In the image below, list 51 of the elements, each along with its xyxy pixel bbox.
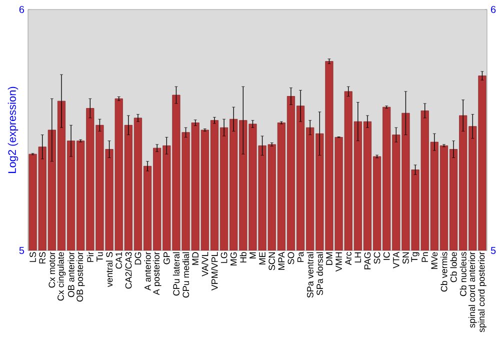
x-tick-label: DG [134, 252, 142, 264]
x-tick-label: Cx motor [48, 252, 56, 288]
x-tick-label: LS [30, 252, 36, 262]
x-tick-label: VA/VL [202, 252, 208, 276]
x-tick-label: Tu [96, 252, 103, 262]
x-tick-label: DM [326, 252, 332, 265]
x-tick-label: Pn [422, 252, 428, 262]
x-tick-label: Hb [240, 252, 246, 262]
x-tick-label: A anterior [144, 252, 151, 291]
x-tick-label: CPu lateral [172, 252, 180, 296]
x-tick-label: MD [192, 252, 198, 265]
x-tick-label: SCN [268, 252, 276, 270]
x-tick-label: VTA [393, 252, 400, 268]
x-tick-label: MVe [431, 252, 438, 269]
x-tick-label: LH [354, 252, 361, 262]
x-tick-label: Pa [297, 252, 304, 262]
x-tick-label: M [250, 252, 256, 258]
x-tick-label: CA2/CA3 [125, 252, 132, 289]
x-tick-label: Arc [345, 252, 352, 266]
x-tick-label: Tg [411, 252, 420, 262]
x-tick-label: Cb nucleus [460, 252, 466, 296]
x-tick-label: CPu medial [182, 252, 190, 298]
x-tick-label: Cb vermis [440, 252, 448, 292]
x-tick-label: OB anterior [68, 252, 74, 298]
x-tick-label: IC [383, 252, 390, 260]
x-tick-label: CA1 [116, 252, 122, 269]
x-tick-label: PAG [364, 252, 371, 270]
x-tick-label: MPA [278, 252, 284, 270]
y2-tick-label: 5 [490, 247, 496, 254]
y-axis-title: Log2 (expression) [8, 86, 18, 173]
x-tick-label: SN [402, 252, 409, 264]
x-tick-label: MG [230, 252, 237, 266]
x-tick-label: Cx cingulate [57, 252, 66, 301]
x-tick-label: LG [220, 252, 228, 263]
x-tick-label: A posterior [152, 252, 162, 296]
x-tick-label: spinal cord anterior [468, 252, 477, 328]
x-tick-label: SPa ventral [306, 252, 314, 298]
x-tick-label: VPM/VPL [211, 252, 218, 291]
x-tick-label: RS [39, 252, 46, 264]
x-tick-label: spinal cord posterior [478, 252, 486, 332]
x-tick-label: SO [288, 252, 294, 264]
x-tick-label: SC [374, 252, 380, 264]
x-tick-label: Pir [86, 252, 94, 262]
y2-tick-label: 6 [491, 6, 496, 14]
x-tick-label: ventral S [106, 252, 113, 288]
x-tick-label: VMH [336, 252, 342, 272]
x-tick-label: Cb lobe [450, 252, 457, 282]
x-tick-label: GP [163, 252, 170, 264]
x-tick-label: ME [259, 252, 266, 264]
x-tick-label: SPa dorsal [316, 252, 323, 296]
x-tick-label: OB posterior [76, 252, 85, 302]
